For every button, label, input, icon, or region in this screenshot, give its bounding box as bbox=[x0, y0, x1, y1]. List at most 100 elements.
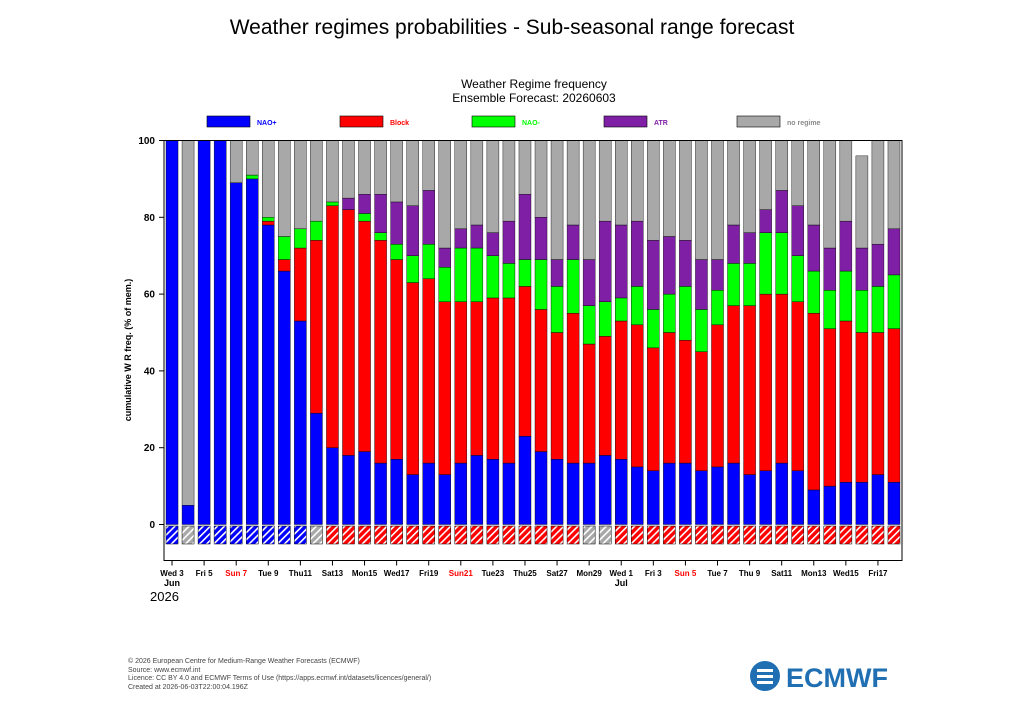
bar-nao-2026-06-09 bbox=[262, 224, 275, 525]
legend-label-nao: NAO- bbox=[522, 120, 541, 127]
bar-nao-2026-06-27 bbox=[550, 459, 564, 525]
bar-atr-2026-06-16 bbox=[374, 194, 387, 233]
bar-nao-2026-07-04 bbox=[663, 462, 676, 525]
bar-nao-2026-06-19 bbox=[422, 243, 435, 279]
bar-nao-2026-06-13 bbox=[326, 447, 339, 525]
bar-nao-2026-06-23 bbox=[486, 459, 500, 525]
x-tick-label-wed-1: Wed 1 bbox=[610, 569, 634, 578]
x-tick-label-fri-5: Fri 5 bbox=[196, 569, 213, 578]
chart-title: Weather Regime frequency bbox=[461, 77, 607, 91]
x-tick-label-fri-3: Fri 3 bbox=[645, 569, 662, 578]
x-tick-label-thu-9: Thu 9 bbox=[739, 569, 761, 578]
bar-atr-2026-07-02 bbox=[631, 220, 644, 287]
strip-cell-2026-06-29 bbox=[582, 525, 596, 545]
bar-no-regime-2026-06-12 bbox=[310, 140, 323, 222]
footer-created: Created at 2026-06-03T22:00:04.196Z bbox=[128, 683, 248, 691]
bar-atr-2026-07-01 bbox=[615, 224, 628, 299]
bar-nao-2026-07-17 bbox=[871, 474, 885, 525]
bar-nao-2026-06-10 bbox=[278, 270, 291, 525]
legend-label-atr: ATR bbox=[654, 120, 668, 127]
bar-nao-2026-07-18 bbox=[887, 482, 901, 525]
bar-no-regime-2026-06-14 bbox=[342, 140, 355, 199]
bar-nao-2026-06-18 bbox=[406, 255, 419, 283]
y-tick-label-80: 80 bbox=[144, 213, 156, 224]
x-tick-label-tue-9: Tue 9 bbox=[258, 569, 279, 578]
bar-nao-2026-06-16 bbox=[374, 462, 387, 525]
bar-no-regime-2026-06-08 bbox=[246, 140, 259, 176]
bar-atr-2026-06-23 bbox=[486, 232, 500, 256]
x-tick-label-sat27: Sat27 bbox=[546, 569, 568, 578]
bar-atr-2026-06-30 bbox=[598, 220, 612, 302]
strip-cell-2026-06-28 bbox=[566, 525, 580, 545]
bar-atr-2026-06-14 bbox=[342, 197, 355, 210]
bar-no-regime-2026-06-20 bbox=[438, 140, 451, 249]
bar-nao-2026-07-15 bbox=[839, 482, 853, 525]
strip-cell-2026-07-11 bbox=[775, 525, 788, 545]
bar-block-2026-06-22 bbox=[470, 301, 484, 456]
bar-nao-2026-07-18 bbox=[887, 274, 901, 329]
bar-block-2026-07-15 bbox=[839, 320, 853, 483]
bar-nao-2026-06-16 bbox=[374, 232, 387, 241]
x-tick-label-sun-7: Sun 7 bbox=[225, 569, 247, 578]
bar-nao-2026-06-05 bbox=[197, 140, 211, 525]
bar-no-regime-2026-06-15 bbox=[358, 140, 371, 195]
bar-block-2026-06-20 bbox=[438, 301, 451, 475]
bar-nao-2026-07-15 bbox=[839, 270, 853, 322]
x-tick-label-sat13: Sat13 bbox=[322, 569, 344, 578]
bar-nao-2026-06-15 bbox=[358, 213, 371, 222]
strip-cell-2026-06-07 bbox=[229, 525, 243, 545]
legend-label-no-regime: no regime bbox=[787, 120, 821, 127]
bar-block-2026-07-04 bbox=[663, 332, 676, 464]
strip-cell-2026-07-10 bbox=[759, 525, 772, 545]
bar-nao-2026-07-03 bbox=[647, 470, 660, 525]
bar-block-2026-06-27 bbox=[550, 332, 564, 460]
bar-block-2026-06-21 bbox=[454, 301, 468, 464]
bar-no-regime-2026-07-15 bbox=[839, 140, 853, 222]
strip-cell-2026-07-15 bbox=[839, 525, 853, 545]
y-tick-label-100: 100 bbox=[138, 136, 155, 147]
bar-block-2026-07-14 bbox=[823, 328, 837, 487]
bar-block-2026-07-08 bbox=[727, 305, 740, 464]
bar-block-2026-06-28 bbox=[566, 313, 580, 464]
bar-no-regime-2026-06-13 bbox=[326, 140, 339, 203]
bar-atr-2026-07-12 bbox=[791, 205, 804, 256]
bar-nao-2026-07-14 bbox=[823, 290, 837, 329]
bar-no-regime-2026-07-06 bbox=[695, 140, 708, 260]
strip-cell-2026-06-22 bbox=[470, 525, 484, 545]
bar-atr-2026-07-16 bbox=[855, 247, 869, 291]
strip-cell-2026-07-16 bbox=[855, 525, 869, 545]
bar-no-regime-2026-07-10 bbox=[759, 140, 772, 210]
strip-cell-2026-06-26 bbox=[534, 525, 548, 545]
bar-block-2026-06-18 bbox=[406, 282, 419, 475]
bar-nao-2026-07-03 bbox=[647, 309, 660, 349]
strip-cell-2026-07-07 bbox=[711, 525, 724, 545]
strip-cell-2026-06-12 bbox=[310, 525, 323, 545]
strip-cell-2026-06-04 bbox=[181, 525, 195, 545]
footer-source: Source: www.ecmwf.int bbox=[128, 666, 201, 674]
bar-atr-2026-06-18 bbox=[406, 205, 419, 256]
bar-nao-2026-06-29 bbox=[582, 305, 596, 345]
strip-cell-2026-06-08 bbox=[245, 525, 259, 545]
y-tick-label-0: 0 bbox=[149, 520, 155, 531]
strip-cell-2026-06-24 bbox=[502, 525, 516, 545]
bar-nao-2026-06-22 bbox=[470, 455, 484, 525]
bar-nao-2026-06-25 bbox=[518, 435, 532, 525]
bar-atr-2026-07-04 bbox=[663, 236, 676, 295]
bar-no-regime-2026-06-25 bbox=[518, 140, 532, 195]
bar-nao-2026-06-25 bbox=[518, 259, 532, 287]
bar-nao-2026-06-20 bbox=[438, 474, 451, 525]
strip-cell-2026-07-06 bbox=[695, 525, 708, 545]
legend: NAO+ Block NAO- ATR no regime bbox=[206, 115, 821, 128]
ecmwf-logo-text: ECMWF bbox=[786, 663, 888, 693]
x-tick-label-wed15: Wed15 bbox=[833, 569, 859, 578]
bar-nao-2026-06-20 bbox=[438, 267, 451, 302]
bar-nao-2026-07-07 bbox=[711, 290, 724, 326]
bar-no-regime-2026-07-13 bbox=[807, 140, 820, 226]
x-tick-label-sun21: Sun21 bbox=[449, 569, 474, 578]
bar-nao-2026-07-11 bbox=[775, 232, 788, 295]
bar-nao-2026-07-04 bbox=[663, 293, 676, 333]
footer-licence: Licence: CC BY 4.0 and ECMWF Terms of Us… bbox=[128, 675, 432, 682]
bar-atr-2026-06-24 bbox=[502, 220, 516, 264]
x-tick-label-thu25: Thu25 bbox=[513, 569, 537, 578]
bar-nao-2026-07-08 bbox=[727, 462, 740, 525]
